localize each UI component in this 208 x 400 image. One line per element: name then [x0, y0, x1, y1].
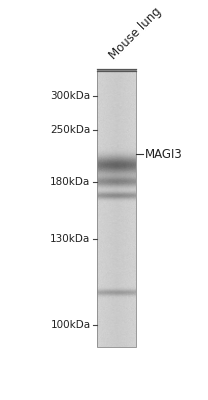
Text: 130kDa: 130kDa	[50, 234, 90, 244]
Text: Mouse lung: Mouse lung	[107, 5, 164, 62]
Text: 100kDa: 100kDa	[50, 320, 90, 330]
Text: 300kDa: 300kDa	[50, 91, 90, 101]
Bar	[97, 70, 136, 347]
Text: 180kDa: 180kDa	[50, 177, 90, 187]
Text: 250kDa: 250kDa	[50, 125, 90, 135]
Text: MAGI3: MAGI3	[145, 148, 182, 161]
